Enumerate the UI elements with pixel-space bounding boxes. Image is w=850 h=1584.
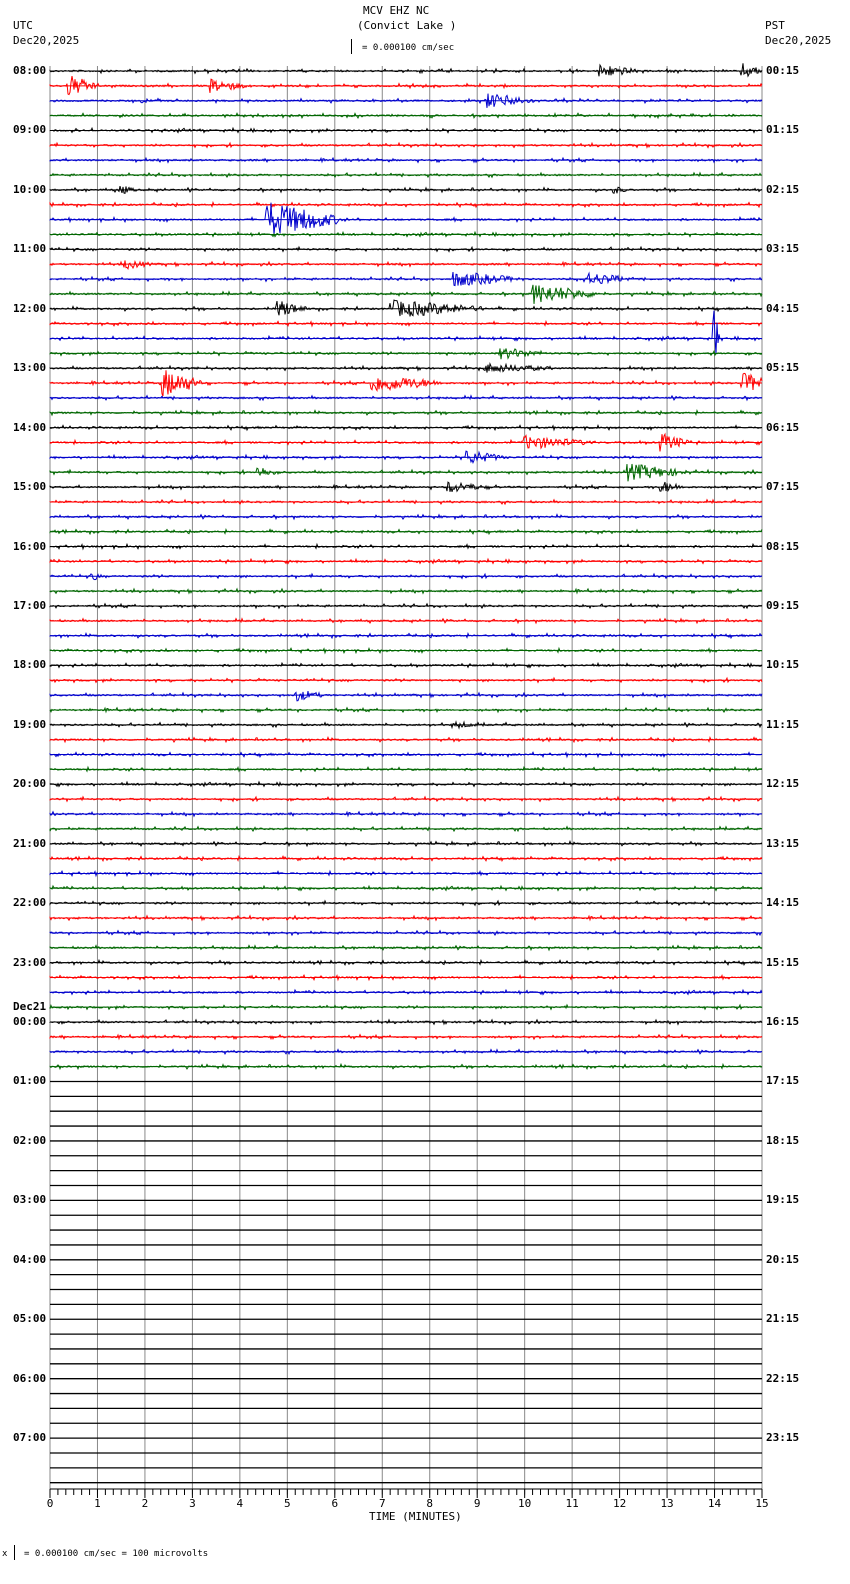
scale-prefix: x bbox=[2, 1549, 8, 1559]
seismic-trace bbox=[49, 63, 763, 78]
utc-hour-label: 19:00 bbox=[13, 717, 47, 731]
x-tick-label: 13 bbox=[660, 1497, 673, 1510]
pst-hour-label: 08:15 bbox=[766, 539, 800, 553]
pst-hour-label: 21:15 bbox=[766, 1312, 800, 1326]
utc-hour-label: 00:00 bbox=[13, 1015, 47, 1029]
seismic-trace bbox=[49, 450, 763, 464]
x-tick-label: 12 bbox=[613, 1497, 626, 1510]
utc-hour-label: 14:00 bbox=[13, 420, 47, 434]
utc-hour-label: 15:00 bbox=[13, 480, 47, 494]
pst-hour-label: 18:15 bbox=[766, 1133, 800, 1147]
left-timezone: UTC bbox=[13, 19, 33, 32]
x-tick-label: 7 bbox=[379, 1497, 386, 1510]
pst-hour-label: 15:15 bbox=[766, 955, 800, 969]
date-change-label: Dec21 bbox=[13, 1000, 47, 1014]
footer-scale-bar-icon bbox=[14, 1545, 19, 1560]
utc-hour-label: 06:00 bbox=[13, 1371, 47, 1385]
utc-hour-label: 12:00 bbox=[13, 301, 47, 315]
utc-hour-label: 13:00 bbox=[13, 361, 47, 375]
x-tick-label: 1 bbox=[94, 1497, 101, 1510]
pst-hour-label: 07:15 bbox=[766, 480, 800, 494]
seismic-trace bbox=[49, 370, 763, 397]
pst-hour-label: 00:15 bbox=[766, 64, 800, 77]
left-date: Dec20,2025 bbox=[13, 34, 80, 47]
pst-hour-label: 16:15 bbox=[766, 1015, 800, 1029]
x-tick-label: 3 bbox=[189, 1497, 196, 1510]
utc-hour-label: 10:00 bbox=[13, 182, 47, 196]
utc-hour-label: 16:00 bbox=[13, 539, 47, 553]
pst-hour-label: 12:15 bbox=[766, 777, 800, 791]
pst-hour-label: 14:15 bbox=[766, 896, 800, 910]
x-tick-label: 9 bbox=[474, 1497, 481, 1510]
scale-bar-icon bbox=[351, 39, 356, 54]
x-tick-label: 2 bbox=[142, 1497, 149, 1510]
utc-hour-label: 21:00 bbox=[13, 836, 47, 850]
seismic-trace bbox=[49, 76, 763, 96]
pst-hour-label: 23:15 bbox=[766, 1431, 800, 1445]
station-title: MCV EHZ NC bbox=[363, 4, 430, 17]
station-location: (Convict Lake ) bbox=[357, 19, 457, 32]
utc-hour-label: 05:00 bbox=[13, 1312, 47, 1326]
utc-hour-label: 22:00 bbox=[13, 896, 47, 910]
right-date: Dec20,2025 bbox=[765, 34, 832, 47]
pst-hour-label: 05:15 bbox=[766, 361, 800, 375]
utc-hour-label: 08:00 bbox=[13, 64, 47, 77]
pst-hour-label: 02:15 bbox=[766, 182, 800, 196]
utc-hour-label: 18:00 bbox=[13, 658, 47, 672]
pst-hour-label: 11:15 bbox=[766, 717, 800, 731]
x-tick-label: 8 bbox=[426, 1497, 433, 1510]
x-tick-label: 15 bbox=[755, 1497, 768, 1510]
utc-hour-label: 11:00 bbox=[13, 242, 47, 256]
utc-hour-label: 23:00 bbox=[13, 955, 47, 969]
seismic-trace bbox=[49, 271, 763, 287]
seismic-trace bbox=[49, 691, 763, 702]
utc-hour-label: 09:00 bbox=[13, 123, 47, 137]
x-tick-label: 10 bbox=[518, 1497, 531, 1510]
seismic-trace bbox=[49, 299, 763, 317]
pst-hour-label: 10:15 bbox=[766, 658, 800, 672]
x-axis-title: TIME (MINUTES) bbox=[369, 1510, 462, 1523]
utc-hour-label: 02:00 bbox=[13, 1133, 47, 1147]
utc-hour-label: 17:00 bbox=[13, 598, 47, 612]
pst-hour-label: 19:15 bbox=[766, 1193, 800, 1207]
pst-hour-label: 09:15 bbox=[766, 598, 800, 612]
utc-hour-label: 01:00 bbox=[13, 1074, 47, 1088]
right-timezone: PST bbox=[765, 19, 785, 32]
x-tick-label: 4 bbox=[237, 1497, 244, 1510]
footer-scale-note: = 0.000100 cm/sec = 100 microvolts bbox=[24, 1549, 209, 1559]
pst-hour-label: 03:15 bbox=[766, 242, 800, 256]
x-tick-label: 11 bbox=[566, 1497, 579, 1510]
utc-hour-label: 03:00 bbox=[13, 1193, 47, 1207]
scale-label: = 0.000100 cm/sec bbox=[362, 43, 455, 53]
x-tick-label: 5 bbox=[284, 1497, 291, 1510]
utc-hour-label: 04:00 bbox=[13, 1252, 47, 1266]
x-tick-label: 6 bbox=[331, 1497, 338, 1510]
x-tick-label: 14 bbox=[708, 1497, 722, 1510]
pst-hour-label: 22:15 bbox=[766, 1371, 800, 1385]
utc-hour-label: 20:00 bbox=[13, 777, 47, 791]
pst-hour-label: 06:15 bbox=[766, 420, 800, 434]
pst-hour-label: 13:15 bbox=[766, 836, 800, 850]
pst-hour-label: 01:15 bbox=[766, 123, 800, 137]
pst-hour-label: 17:15 bbox=[766, 1074, 800, 1088]
utc-hour-label: 07:00 bbox=[13, 1431, 47, 1445]
pst-hour-label: 04:15 bbox=[766, 301, 800, 315]
seismic-trace bbox=[49, 572, 763, 581]
x-tick-label: 0 bbox=[47, 1497, 54, 1510]
seismic-trace bbox=[49, 310, 763, 355]
pst-hour-label: 20:15 bbox=[766, 1252, 800, 1266]
